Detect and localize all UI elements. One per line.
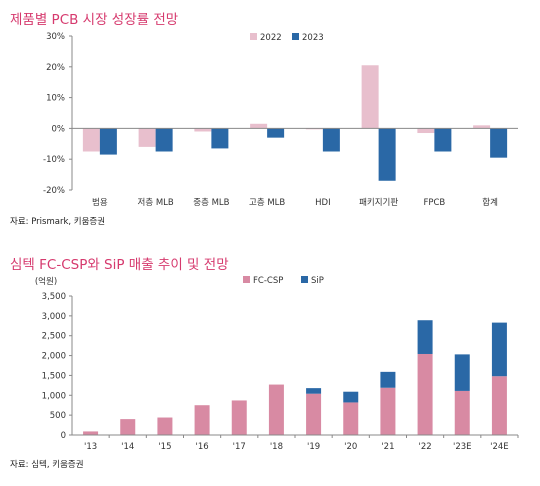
chart2-bar-FC-CSP-9 [417,353,433,435]
chart1-bar-2022-3 [250,123,268,129]
chart2-bar-FC-CSP-3 [194,405,210,435]
chart1-y-tick-label: 20% [46,63,65,73]
chart2-bar-FC-CSP-7 [343,402,359,435]
chart1-svg: -20% -10% 0% 10% 20% 30% 범용 저층 MLB 중층 MLB 고층 MLB H… [43,32,518,208]
chart1-source: 자료: Prismark, 키움증권 [10,217,106,227]
chart2-x-label: '20 [344,442,357,452]
chart1-bar-2022-0 [82,128,100,152]
chart1-bar-2022-2 [194,128,212,132]
chart2-y-tick-label: 1,500 [42,371,66,381]
chart2-x-label: '13 [84,442,97,452]
chart1-x-label: 패키지기판 [359,197,398,208]
chart1-bar-2022-7 [473,125,491,129]
chart1-y-tick-label: 0% [52,124,66,134]
chart2-x-label: '18 [270,442,283,452]
chart2-y-tick-label: 0 [61,431,66,441]
chart1-bar-2023-6 [434,128,452,152]
chart1-bar-2023-5 [378,128,396,181]
chart1-y-tick-label: 10% [46,94,65,104]
chart2-bar-FC-CSP-1 [120,419,136,435]
chart1-bar-2023-4 [322,128,340,152]
chart1-y-tick-label: 30% [46,32,65,42]
chart2-y-axis-label: (억원) [35,276,57,287]
chart2-bar-FC-CSP-11 [491,376,507,435]
chart1-x-label: 중층 MLB [193,198,229,208]
chart2-source: 자료: 심텍, 키움증권 [10,460,84,470]
chart2-x-label: '21 [381,442,394,452]
chart2-x-label: '14 [121,442,134,452]
chart2-bar-FC-CSP-6 [306,393,322,435]
chart2-bar-FC-CSP-0 [83,431,99,435]
chart2-legend-swatch [243,276,250,283]
chart1-bar-2023-0 [99,128,117,155]
chart1-legend-swatch [250,33,257,40]
chart1-y-tick-label: -10% [43,155,65,165]
chart1-y-tick-label: -20% [43,186,65,196]
chart2-bar-FC-CSP-4 [231,400,247,435]
chart2-svg: (억원) 0 500 1,000 1,500 2,000 2,500 3,000 3,500 '1… [35,276,519,452]
chart1-bar-2023-2 [211,128,229,149]
chart2-bar-SiP-9 [417,320,433,354]
chart2-bar-FC-CSP-5 [268,384,284,435]
chart2-y-tick-label: 2,500 [42,332,66,342]
chart2-x-label: '15 [158,442,171,452]
chart1-bar-2023-3 [267,128,285,138]
chart2-legend-swatch [301,276,308,283]
chart2-legend-label: SiP [311,276,324,286]
chart2-y-tick-label: 2,000 [42,352,66,362]
chart2-bar-FC-CSP-8 [380,387,396,435]
chart1-x-label: HDI [315,198,330,208]
chart2-x-label: '23E [453,442,472,452]
chart2-x-label: '17 [233,442,246,452]
chart2-x-label: '22 [419,442,432,452]
chart2-bar-SiP-10 [454,354,470,391]
chart2-title: 심텍 FC-CSP와 SiP 매출 추이 및 전망 [10,257,229,273]
chart2-x-label: '16 [196,442,209,452]
chart2-y-tick-label: 3,000 [42,312,66,322]
chart2-y-tick-label: 1,000 [42,391,66,401]
chart1-x-label: 고층 MLB [249,198,285,208]
chart2-bar-SiP-6 [306,388,322,394]
chart2-bar-SiP-8 [380,371,396,388]
chart2-y-tick-label: 500 [50,411,66,421]
chart1-bar-2022-6 [417,128,435,134]
chart1-title: 제품별 PCB 시장 성장률 전망 [10,12,179,28]
chart1-x-label: 합계 [482,197,498,208]
chart2-bar-FC-CSP-10 [454,390,470,435]
chart2-bar-FC-CSP-2 [157,417,173,435]
chart1-bar-2022-5 [361,65,379,129]
chart1-bar-2022-1 [138,128,156,147]
chart1-bar-2023-1 [155,128,173,152]
chart1-bar-2023-7 [490,128,508,158]
chart1-x-label: FPCB [423,198,445,208]
chart1-x-label: 범용 [92,197,108,208]
chart1-legend-label: 2022 [260,33,282,43]
chart2-y-tick-label: 3,500 [42,292,66,302]
chart2-x-label: '24E [490,442,509,452]
chart2-legend-label: FC-CSP [253,276,283,286]
chart1-legend-swatch [292,33,299,40]
chart2-bar-SiP-7 [343,391,359,403]
chart1-legend-label: 2023 [302,33,324,43]
chart2-bar-SiP-11 [491,322,507,377]
chart1-x-label: 저층 MLB [138,198,174,208]
chart2-x-label: '19 [307,442,320,452]
